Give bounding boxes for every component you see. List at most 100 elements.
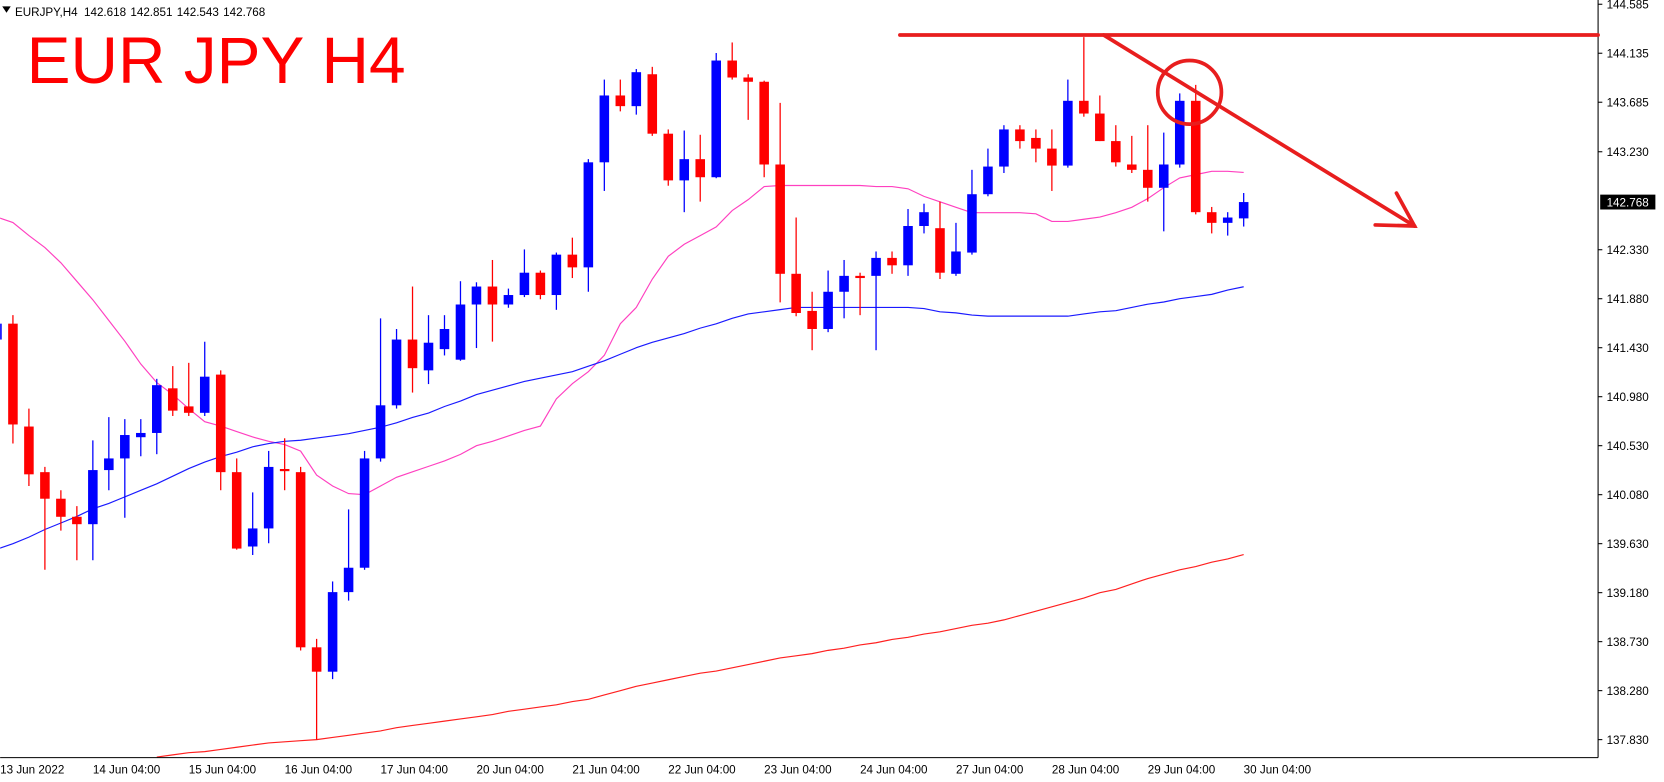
candle-body [711,60,721,178]
candle-body [855,275,865,279]
candle-body [439,328,450,350]
header-close: 142.768 [223,6,265,19]
candle-body [743,77,753,82]
candle-body [663,133,674,181]
symbol: EURJPY,H4 [15,6,78,19]
plot-area [0,37,1249,758]
candle-body [807,310,817,329]
x-tick-label: 16 Jun 04:00 [285,764,353,777]
candle-body [120,435,130,459]
candle-body [759,81,769,165]
candle-body [679,159,690,181]
y-tick-label: 140.080 [1607,489,1650,502]
y-tick-label: 140.530 [1607,440,1650,453]
menu-arrow[interactable] [2,6,11,13]
y-tick-label: 141.880 [1607,293,1650,306]
candle-body [647,74,658,134]
candle-body [247,528,258,547]
y-tick-label: 138.730 [1607,636,1650,649]
candle-body [935,228,945,273]
candle-body [327,592,338,672]
candle-body [519,272,530,296]
y-tick-label: 137.830 [1607,734,1650,747]
highlight-circle [1155,58,1224,127]
current-price-box [1600,194,1656,210]
candle-body [903,226,913,266]
candle-body [1238,202,1249,219]
x-tick-label: 20 Jun 04:00 [476,764,544,777]
moving-average-line [0,286,1244,549]
candle-body [1222,217,1233,223]
x-tick-label: 17 Jun 04:00 [381,764,449,777]
y-tick-label: 139.180 [1607,587,1650,600]
annotations [898,33,1600,228]
current-price-label: 142.768 [1607,196,1649,209]
y-tick-label: 143.685 [1607,96,1649,109]
x-tick-label: 29 Jun 04:00 [1148,764,1216,777]
candle-body [503,295,514,305]
candle-body [407,339,418,369]
arrow-head [1373,191,1418,228]
header-open: 142.618 [84,6,126,19]
candle-body [104,458,114,471]
candle-body [535,272,546,296]
candle-body [1111,141,1121,163]
candle-body [423,342,434,371]
moving-average-line [156,553,1244,758]
candle-body [1206,212,1217,223]
candle-body [1095,113,1105,142]
candle-body [615,95,626,107]
x-tick-label: 27 Jun 04:00 [956,764,1024,777]
candle-body [136,432,146,438]
x-tick-label: 15 Jun 04:00 [189,764,257,777]
candle-body [567,254,578,268]
candle-body [0,323,2,340]
header-low: 142.543 [177,6,219,19]
candle-body [871,257,881,276]
y-tick-label: 144.585 [1607,0,1649,11]
candle-body [1143,169,1153,188]
y-tick-label: 140.980 [1607,391,1650,404]
candle-body [311,647,322,672]
candle-body [1190,100,1201,213]
y-tick-label: 144.135 [1607,47,1649,60]
candle-body [823,291,833,329]
candle-body [343,567,354,593]
candle-body [695,159,706,178]
candle-body [391,339,402,406]
chart-header: EURJPY,H4 142.618 142.851 142.543 142.768 [15,6,265,19]
x-tick-label: 13 Jun 2022 [0,764,64,777]
candle-body [1031,137,1041,149]
candle-body [887,257,897,266]
candle-body [919,212,929,227]
candle-body [88,470,98,525]
candle-body [263,466,274,529]
x-tick-label: 21 Jun 04:00 [572,764,640,777]
y-tick-label: 143.230 [1607,146,1650,159]
candle-body [1047,148,1057,166]
x-tick-label: 30 Jun 04:00 [1244,764,1312,777]
candle-body [359,458,370,568]
candle-body [791,273,801,313]
chart-title: EUR JPY H4 [27,23,406,97]
candle-body [279,468,290,472]
header-high: 142.851 [130,6,172,19]
x-tick-label: 28 Jun 04:00 [1052,764,1120,777]
candle-body [1127,164,1137,170]
x-tick-label: 22 Jun 04:00 [668,764,736,777]
candle-body [40,472,50,499]
candle-body [583,162,594,268]
x-tick-label: 24 Jun 04:00 [860,764,928,777]
candle-body [8,323,18,425]
x-tick-label: 14 Jun 04:00 [93,764,161,777]
candle-body [471,286,482,305]
candle-body [1174,100,1185,165]
candle-body [1063,100,1073,166]
candle-body [631,72,642,107]
candle-body [727,60,737,78]
trend-arrow [1101,33,1417,228]
y-tick-label: 142.330 [1607,244,1650,257]
